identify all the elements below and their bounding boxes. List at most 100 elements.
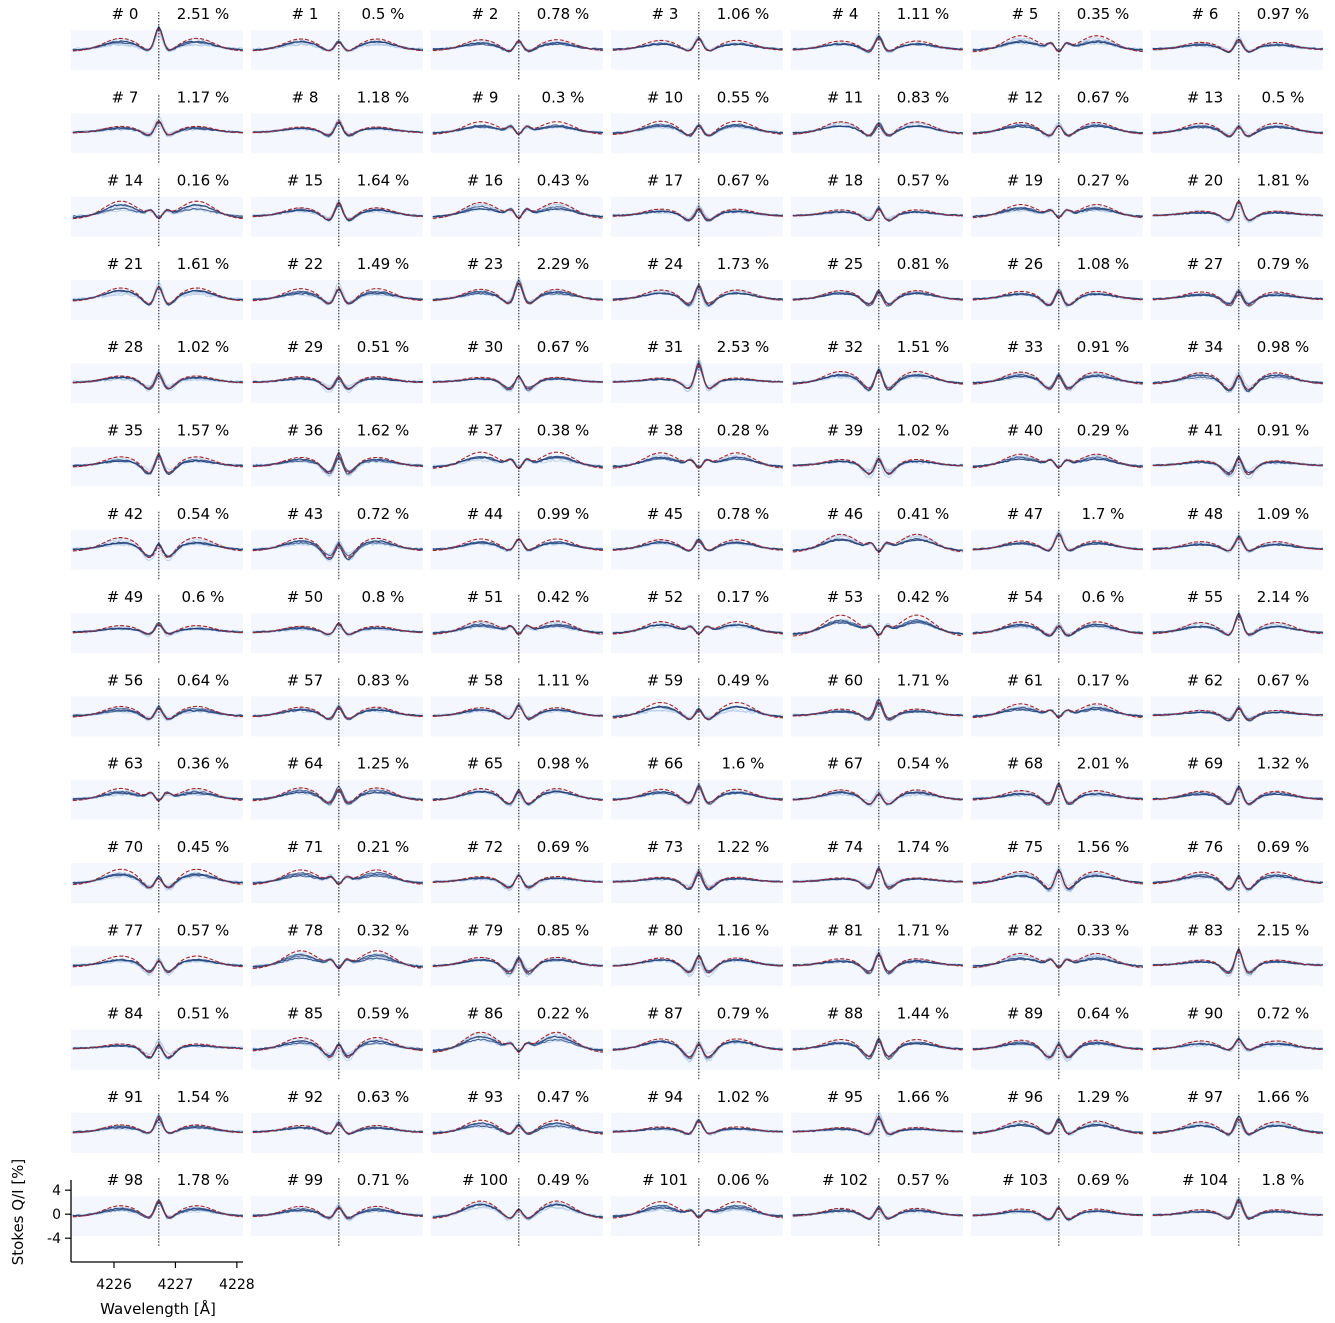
- model-profile-line: [252, 452, 423, 474]
- model-profile-line: [432, 39, 603, 52]
- panel-percent-label: 0.57 %: [177, 921, 229, 939]
- observed-profile-line: [432, 374, 603, 389]
- model-profile-line: [1152, 38, 1323, 53]
- panel-id-label: # 64: [287, 755, 323, 773]
- panel-percent-label: 1.8 %: [1262, 1171, 1305, 1189]
- observed-profile-line: [612, 538, 783, 552]
- observed-profile-line: [432, 623, 603, 635]
- model-profile-line: [432, 620, 603, 636]
- panel-percent-label: 0.78 %: [717, 505, 769, 523]
- profile-panel: # 48 1.09 %: [1151, 505, 1323, 580]
- observed-profile-line: [612, 782, 783, 804]
- panel-percent-label: 0.63 %: [357, 1088, 409, 1106]
- profile-panel: # 22 1.49 %: [251, 255, 424, 330]
- observed-profile-line: [792, 701, 963, 719]
- model-profile-line: [972, 869, 1143, 889]
- panel-percent-label: 0.59 %: [357, 1005, 409, 1023]
- model-profile-line: [72, 453, 243, 474]
- panel-percent-label: 0.16 %: [177, 172, 229, 190]
- observed-profile-line: [972, 373, 1144, 390]
- observed-profile-line: [972, 783, 1144, 806]
- panel-percent-label: 0.42 %: [537, 588, 589, 606]
- observed-profile-line: [252, 789, 423, 804]
- profile-panel: # 49 0.6 %: [71, 588, 244, 664]
- panel-id-label: # 80: [647, 921, 683, 939]
- panel-id-label: # 18: [827, 172, 863, 190]
- model-profile-line: [612, 701, 783, 720]
- observed-profile-line: [252, 622, 423, 636]
- profile-panel: # 63 0.36 %: [71, 755, 244, 830]
- panel-id-label: # 9: [472, 88, 499, 106]
- model-profile-line: [972, 203, 1143, 219]
- observed-profile-line: [252, 1206, 423, 1219]
- observed-profile-line: [72, 542, 243, 559]
- observed-profile-line: [252, 1042, 423, 1057]
- panel-percent-label: 0.72 %: [357, 505, 409, 523]
- panel-id-label: # 92: [287, 1088, 323, 1106]
- model-profile-line: [792, 614, 963, 638]
- model-profile-line: [612, 539, 783, 551]
- panel-percent-label: 0.69 %: [1077, 1171, 1129, 1189]
- panel-background: [791, 279, 963, 320]
- panel-percent-label: 0.67 %: [1257, 671, 1309, 689]
- profile-panel: # 23 2.29 %: [431, 255, 604, 330]
- profile-panel: # 10 0.55 %: [611, 88, 784, 164]
- profile-panel: # 47 1.7 %: [971, 505, 1144, 580]
- panel-background: [791, 779, 963, 820]
- profile-panel: # 14 0.16 %: [71, 172, 244, 247]
- panel-id-label: # 10: [647, 88, 683, 106]
- panel-percent-label: 1.81 %: [1257, 172, 1309, 190]
- profile-panel: # 27 0.79 %: [1151, 255, 1324, 330]
- model-profile-line: [72, 200, 243, 220]
- observed-profile-line: [252, 539, 423, 561]
- panel-id-label: # 104: [1182, 1171, 1228, 1189]
- panel-background: [71, 363, 243, 404]
- y-tick-label: 4: [52, 1183, 61, 1199]
- profile-panel: # 89 0.64 %: [971, 1005, 1144, 1080]
- panel-percent-label: 0.6 %: [1082, 588, 1125, 606]
- panel-percent-label: 1.62 %: [357, 422, 409, 440]
- panel-background: [431, 779, 603, 820]
- profile-panel: # 53 0.42 %: [791, 588, 964, 664]
- panel-background: [251, 696, 423, 737]
- model-profile-line: [972, 952, 1143, 969]
- panel-background: [611, 196, 783, 237]
- profile-panel: # 97 1.66 %: [1151, 1088, 1324, 1163]
- model-profile-line: [972, 288, 1143, 306]
- observed-profile-line: [432, 205, 603, 220]
- profile-panel: # 39 1.02 %: [791, 422, 964, 497]
- panel-background: [1151, 363, 1323, 404]
- profile-panel: # 6 0.97 %: [1151, 5, 1324, 80]
- panel-id-label: # 95: [827, 1088, 863, 1106]
- profile-panel: # 100 0.49 %: [431, 1171, 604, 1247]
- profile-panel: # 52 0.17 %: [611, 588, 784, 664]
- panel-background: [611, 30, 783, 70]
- panel-id-label: # 0: [112, 5, 139, 23]
- observed-profile-line: [72, 370, 243, 390]
- profile-panel: # 30 0.67 %: [431, 338, 604, 414]
- observed-profile-line: [792, 122, 963, 137]
- panel-percent-label: 0.27 %: [1077, 172, 1129, 190]
- panel-percent-label: 0.33 %: [1077, 921, 1129, 939]
- observed-profile-line: [252, 455, 423, 473]
- observed-profile-line: [1152, 613, 1323, 636]
- observed-profile-line: [972, 40, 1143, 52]
- profile-panel: # 69 1.32 %: [1151, 755, 1324, 830]
- panel-id-label: # 38: [647, 422, 683, 440]
- model-profile-line: [792, 789, 963, 805]
- profile-panel: # 54 0.6 %: [971, 588, 1144, 664]
- observed-profile-line: [252, 957, 423, 968]
- panel-percent-label: 0.91 %: [1257, 422, 1309, 440]
- panel-id-label: # 89: [1007, 1005, 1043, 1023]
- panel-id-label: # 42: [107, 505, 143, 523]
- model-profile-line: [972, 703, 1143, 719]
- panel-id-label: # 71: [287, 838, 323, 856]
- panel-id-label: # 51: [467, 588, 503, 606]
- observed-profile-line: [972, 457, 1143, 468]
- observed-profile-line: [432, 1035, 603, 1052]
- profile-panel: # 72 0.69 %: [431, 838, 604, 913]
- panel-background: [1151, 113, 1323, 154]
- model-profile-line: [792, 370, 963, 390]
- observed-profile-line: [72, 874, 243, 889]
- observed-profile-line: [1152, 536, 1323, 552]
